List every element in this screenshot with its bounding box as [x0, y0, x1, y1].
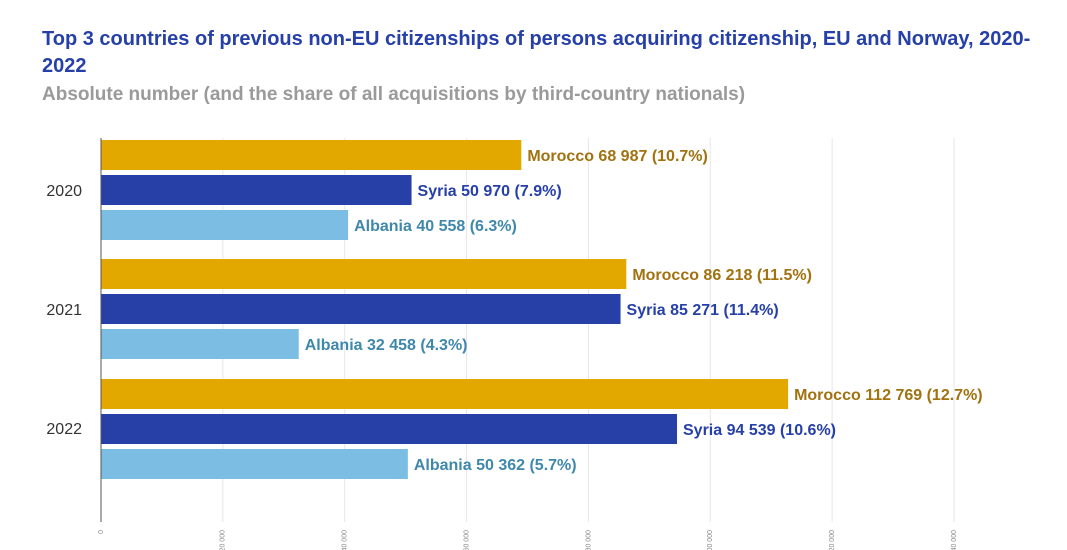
bar-labels: Morocco 68 987 (10.7%) Syria 50 970 (7.9%…	[305, 148, 983, 474]
chart-title: Top 3 countries of previous non-EU citiz…	[42, 28, 1031, 77]
x-tick-label: 0	[98, 530, 105, 534]
bar-value-label: Morocco 112 769 (12.7%)	[794, 387, 983, 404]
bar-value-label: Syria 50 970 (7.9%)	[418, 183, 562, 200]
year-label: 2021	[46, 302, 82, 319]
bar-value-label: Albania 32 458 (4.3%)	[305, 337, 468, 354]
bar-value-label: Morocco 68 987 (10.7%)	[527, 148, 708, 165]
bar-syria-2020	[101, 175, 412, 205]
bar-value-label: Syria 94 539 (10.6%)	[683, 422, 836, 439]
bar-value-label: Syria 85 271 (11.4%)	[627, 302, 779, 319]
x-tick-label: 100 000	[707, 530, 714, 550]
bar-syria-2021	[101, 294, 621, 324]
x-tick-label: 60 000	[463, 530, 470, 550]
bar-albania-2021	[101, 329, 299, 359]
x-tick-labels: 0 20 000 40 000 60 000 80 000 100 000 120 000 1…	[98, 530, 958, 550]
bar-value-label: Albania 50 362 (5.7%)	[414, 457, 577, 474]
bar-value-label: Morocco 86 218 (11.5%)	[632, 267, 812, 284]
x-tick-label: 140 000	[951, 530, 958, 550]
bar-morocco-2021	[101, 259, 627, 289]
bar-morocco-2020	[101, 140, 522, 170]
x-tick-label: 80 000	[585, 530, 592, 550]
x-tick-label: 20 000	[220, 530, 227, 550]
bars	[101, 140, 789, 479]
bar-morocco-2022	[101, 379, 789, 409]
year-label: 2020	[46, 183, 82, 200]
chart-subtitle: Absolute number (and the share of all ac…	[42, 84, 746, 105]
bar-albania-2022	[101, 449, 408, 479]
bar-syria-2022	[101, 414, 678, 444]
year-label: 2022	[46, 421, 82, 438]
year-labels: 2020 2021 2022	[46, 183, 82, 438]
bar-albania-2020	[101, 210, 349, 240]
x-tick-label: 40 000	[342, 530, 349, 550]
bar-value-label: Albania 40 558 (6.3%)	[354, 218, 517, 235]
x-tick-label: 120 000	[829, 530, 836, 550]
